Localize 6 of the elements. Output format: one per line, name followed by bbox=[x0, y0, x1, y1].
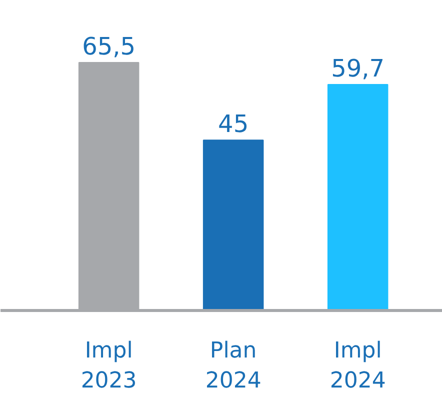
x-tick-label: Plan 2024 bbox=[205, 338, 262, 394]
data-label: 45 bbox=[218, 110, 249, 138]
data-label: 65,5 bbox=[82, 32, 136, 60]
x-tick-label: Impl 2023 bbox=[80, 338, 137, 394]
x-tick-label: Impl 2024 bbox=[330, 338, 386, 394]
data-label: 59,7 bbox=[331, 54, 385, 82]
